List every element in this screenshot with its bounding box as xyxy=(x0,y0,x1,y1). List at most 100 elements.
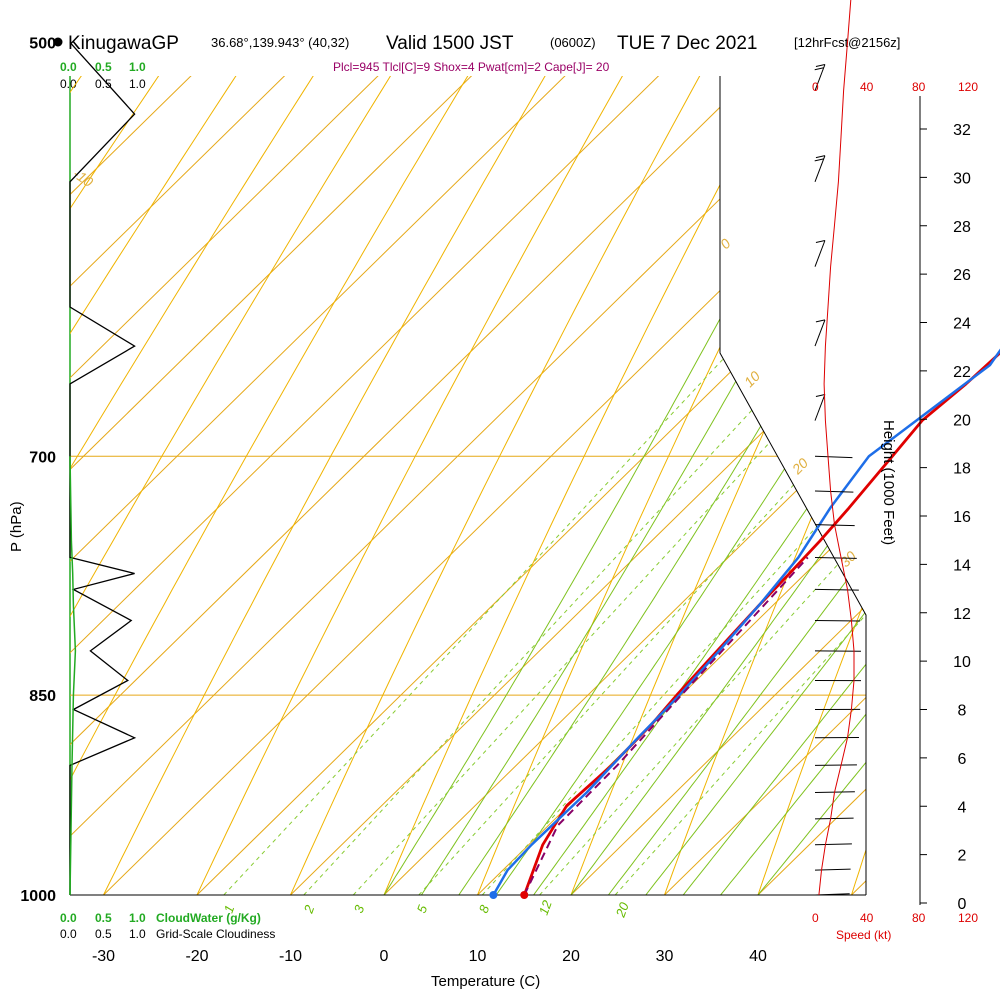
temperature-tick--10: -10 xyxy=(279,948,302,965)
wind-barb-shaft xyxy=(814,240,826,267)
pressure-tick-850: 850 xyxy=(29,688,56,705)
isotherm--40 xyxy=(70,76,866,895)
height-tick-30: 30 xyxy=(953,170,971,187)
speed-top-0: 0 xyxy=(812,80,819,94)
pressure-axis-title: P (hPa) xyxy=(8,501,25,552)
wind-barb-980 xyxy=(814,868,851,871)
wind-barb-800 xyxy=(814,620,861,622)
dry-adiabat-label-20: 20 xyxy=(788,455,811,478)
cl-bot-0: 0.0 xyxy=(60,927,77,941)
cl-top-2: 1.0 xyxy=(129,77,146,91)
isotherm-10 xyxy=(477,76,866,895)
dry-adiabat-40 xyxy=(737,76,866,895)
cw-top-2: 1.0 xyxy=(129,60,146,74)
left-bottom-scales: 0.0 0.5 1.0 CloudWater (g/Kg) 0.0 0.5 1.… xyxy=(60,911,275,941)
isotherm--80 xyxy=(70,76,866,895)
dry-adiabat--10 xyxy=(263,76,866,895)
diagram-frame xyxy=(719,76,867,895)
isotherm-20 xyxy=(570,76,866,895)
height-tick-6: 6 xyxy=(958,751,967,768)
isotherm--20 xyxy=(196,76,866,895)
mixing-ratio-line-12 xyxy=(539,76,866,895)
wind-barb-shaft xyxy=(814,620,861,622)
mixing-ratio-label-12: 12 xyxy=(536,898,555,917)
wind-barb-shaft xyxy=(814,817,854,820)
height-tick-8: 8 xyxy=(958,703,967,720)
valid-date: TUE 7 Dec 2021 xyxy=(617,33,757,54)
wind-barb-560 xyxy=(814,155,826,183)
dry-adiabat--40 xyxy=(70,76,866,895)
wind-barb-700 xyxy=(814,455,853,459)
dry-adiabat-20 xyxy=(547,76,866,895)
temperature-axis: Temperature (C) -30 -20 -10 0 10 20 30 40 xyxy=(92,948,767,990)
temperature-tick-30: 30 xyxy=(656,948,674,965)
speed-bot-120: 120 xyxy=(958,911,978,925)
wind-speed-line xyxy=(818,0,855,896)
wind-barb-640 xyxy=(814,319,826,347)
temperature-tick-10: 10 xyxy=(469,948,487,965)
wind-barb-720 xyxy=(814,490,854,493)
wind-barb-flag xyxy=(815,240,826,243)
surface-temperature-dot xyxy=(520,891,529,899)
dry-adiabat--30 xyxy=(73,76,866,895)
dry-adiabat-10 xyxy=(453,76,866,895)
height-tick-4: 4 xyxy=(958,799,967,816)
wind-barb-flag xyxy=(814,67,824,71)
isotherm--30 xyxy=(103,76,866,895)
parcel-params: Plcl=945 Tlcl[C]=9 Shox=4 Pwat[cm]=2 Cap… xyxy=(333,60,610,74)
height-tick-24: 24 xyxy=(953,316,971,333)
isotherm--70 xyxy=(70,76,866,895)
temperature-tick--30: -30 xyxy=(92,948,115,965)
wind-barb-shaft xyxy=(814,455,853,459)
wind-barb-shaft xyxy=(814,155,826,183)
site-coords: 36.68°,139.943° (40,32) xyxy=(211,35,349,50)
parcel-line xyxy=(523,556,809,896)
speed-top-40: 40 xyxy=(860,80,874,94)
wind-barb-flag xyxy=(815,155,826,159)
dry-adiabat-0 xyxy=(358,76,866,895)
wind-barb-960 xyxy=(814,843,852,846)
wind-barb-shaft xyxy=(814,490,854,493)
speed-axis-title: Speed (kt) xyxy=(836,928,891,942)
height-axis-title: Height (1000 Feet) xyxy=(880,420,897,545)
speed-panel: 0 40 80 120 0 40 80 120 Speed (kt) xyxy=(812,0,978,942)
mixing-ratio-label-8: 8 xyxy=(476,902,493,915)
temperature-tick-40: 40 xyxy=(749,948,767,965)
surface-dewpoint-dot xyxy=(489,891,498,899)
cw-bot-0: 0.0 xyxy=(60,911,77,925)
dry-adiabat--20 xyxy=(168,76,866,895)
site-name: KinugawaGP xyxy=(68,33,179,54)
wind-barb-flag xyxy=(815,319,826,323)
height-tick-28: 28 xyxy=(953,219,971,236)
dry-adiabat--70 xyxy=(70,76,866,895)
isotherm--90 xyxy=(70,76,866,895)
dewpoint-line xyxy=(492,348,1000,896)
isotherm-0 xyxy=(383,76,866,895)
isotherm--10 xyxy=(290,76,866,895)
left-top-scales: 0.0 0.5 1.0 0.0 0.5 1.0 xyxy=(60,60,146,895)
mixing-ratio-line-1 xyxy=(223,76,866,895)
speed-top-80: 80 xyxy=(912,80,926,94)
cloudiness-line xyxy=(69,41,137,895)
isotherm--60 xyxy=(70,76,866,895)
mixing-ratio-label-2: 2 xyxy=(300,902,317,916)
wind-barb-shaft xyxy=(814,588,859,591)
wind-barbs xyxy=(814,64,861,896)
diagram-background-lines xyxy=(70,76,866,895)
cloud-panel xyxy=(69,41,137,896)
wind-barb-shaft xyxy=(814,843,852,846)
cw-top-0: 0.0 xyxy=(60,60,77,74)
moist-adiabat-20 xyxy=(570,76,866,895)
speed-bot-80: 80 xyxy=(912,911,926,925)
height-tick-22: 22 xyxy=(953,364,971,381)
wind-barb-shaft xyxy=(814,394,826,421)
temperature-axis-title: Temperature (C) xyxy=(431,973,540,990)
wind-barb-shaft xyxy=(814,64,826,91)
height-tick-20: 20 xyxy=(953,412,971,429)
wind-barb-shaft xyxy=(814,556,857,559)
height-tick-0: 0 xyxy=(958,896,967,913)
valid-time-utc: (0600Z) xyxy=(550,35,596,50)
moist-adiabat-24 xyxy=(608,76,866,895)
moist-adiabat-28 xyxy=(645,76,866,895)
cw-top-1: 0.5 xyxy=(95,60,112,74)
